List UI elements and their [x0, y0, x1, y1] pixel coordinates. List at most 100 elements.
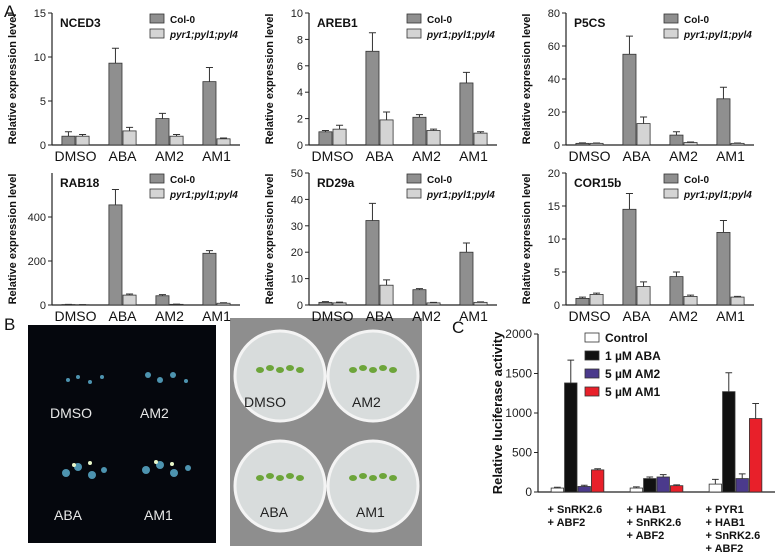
bar	[460, 83, 473, 145]
y-axis-label: Relative expression level	[521, 14, 533, 145]
x-tick-label: AM2	[155, 148, 184, 164]
y-tick-label: 60	[548, 41, 560, 53]
bar	[62, 136, 75, 145]
bar	[578, 486, 590, 492]
bar	[413, 290, 426, 305]
bar	[413, 117, 426, 145]
bar	[590, 294, 603, 305]
x-tick-label: ABA	[365, 308, 394, 324]
image-label: AM1	[356, 504, 385, 520]
legend-swatch	[150, 29, 164, 38]
y-tick-label: 20	[548, 168, 560, 180]
chart-title: P5CS	[574, 16, 605, 30]
image-label: AM2	[140, 405, 169, 421]
x-tick-label: + SnRK2.6 + ABF2	[548, 504, 603, 530]
legend-swatch	[407, 14, 421, 23]
y-tick-label: 200	[28, 256, 46, 268]
chart-title: NCED3	[60, 16, 101, 30]
plates	[230, 318, 422, 546]
bar	[203, 253, 216, 305]
error-bar	[112, 190, 119, 205]
legend-swatch	[664, 14, 678, 23]
error-bar	[463, 72, 470, 83]
bar	[123, 295, 136, 305]
bar	[565, 383, 577, 492]
y-tick-label: 0	[554, 140, 560, 152]
y-tick-label: 5	[40, 96, 46, 108]
error-bar	[65, 132, 72, 136]
bar	[109, 63, 122, 145]
y-tick-label: 0	[40, 140, 46, 152]
bar	[731, 297, 744, 305]
bar	[123, 131, 136, 145]
error-bar	[626, 36, 633, 54]
x-tick-label: DMSO	[312, 148, 354, 164]
legend-label: Col-0	[684, 175, 709, 186]
bar	[333, 129, 346, 145]
bar	[380, 285, 393, 305]
error-bar	[159, 113, 166, 118]
y-axis-label: Relative expression level	[7, 14, 19, 145]
error-bar	[369, 203, 376, 220]
x-tick-label: + PYR1 + HAB1 + SnRK2.6 + ABF2	[706, 504, 761, 556]
bar	[731, 143, 744, 145]
y-tick-label: 20	[291, 247, 303, 259]
chart-title: RAB18	[60, 176, 100, 190]
image-label: ABA	[260, 504, 288, 520]
bar	[736, 479, 748, 492]
x-tick-label: DMSO	[55, 308, 97, 324]
fluorescence-image: DMSO AM2 ABA AM1	[28, 325, 216, 543]
y-tick-label: 0	[554, 300, 560, 312]
image-label: AM1	[144, 507, 173, 523]
y-tick-label: 15	[34, 8, 46, 20]
legend-swatch	[407, 29, 421, 38]
bar	[749, 419, 761, 492]
bar	[474, 302, 487, 305]
bar	[623, 54, 636, 145]
bar	[723, 392, 735, 492]
legend-label: Col-0	[427, 175, 452, 186]
x-tick-label: ABA	[365, 148, 394, 164]
legend-swatch	[585, 333, 599, 342]
x-tick-label: AM2	[669, 148, 698, 164]
error-bar	[112, 48, 119, 63]
x-tick-label: DMSO	[569, 148, 611, 164]
legend-label: pyr1;pyl1;pyl4	[426, 30, 495, 41]
legend-swatch	[664, 174, 678, 183]
bar	[427, 130, 440, 145]
x-tick-label: ABA	[108, 308, 137, 324]
y-tick-label: 0	[297, 300, 303, 312]
y-tick-label: 10	[291, 274, 303, 286]
legend-label: 5 µM AM2	[605, 367, 660, 381]
legend-swatch	[407, 174, 421, 183]
bar	[623, 209, 636, 305]
bar	[576, 298, 589, 305]
bar	[427, 303, 440, 305]
bar	[630, 488, 642, 492]
y-tick-label: 1000	[505, 406, 532, 420]
x-tick-label: AM1	[202, 148, 231, 164]
legend-swatch	[150, 14, 164, 23]
y-axis-label: Relative expression level	[7, 174, 19, 305]
error-bar	[206, 68, 213, 82]
error-bar	[640, 117, 647, 124]
bar	[670, 135, 683, 145]
error-bar	[739, 474, 746, 479]
bar	[591, 470, 603, 492]
y-tick-label: 80	[548, 8, 560, 20]
legend-label: pyr1;pyl1;pyl4	[683, 190, 752, 201]
y-axis-label: Relative expression level	[264, 174, 276, 305]
x-tick-label: + HAB1 + SnRK2.6 + ABF2	[627, 504, 682, 543]
error-bar	[626, 193, 633, 209]
y-tick-label: 15	[548, 201, 560, 213]
bar	[217, 139, 230, 145]
bar	[657, 477, 669, 492]
bar	[684, 143, 697, 145]
bar	[474, 133, 487, 145]
